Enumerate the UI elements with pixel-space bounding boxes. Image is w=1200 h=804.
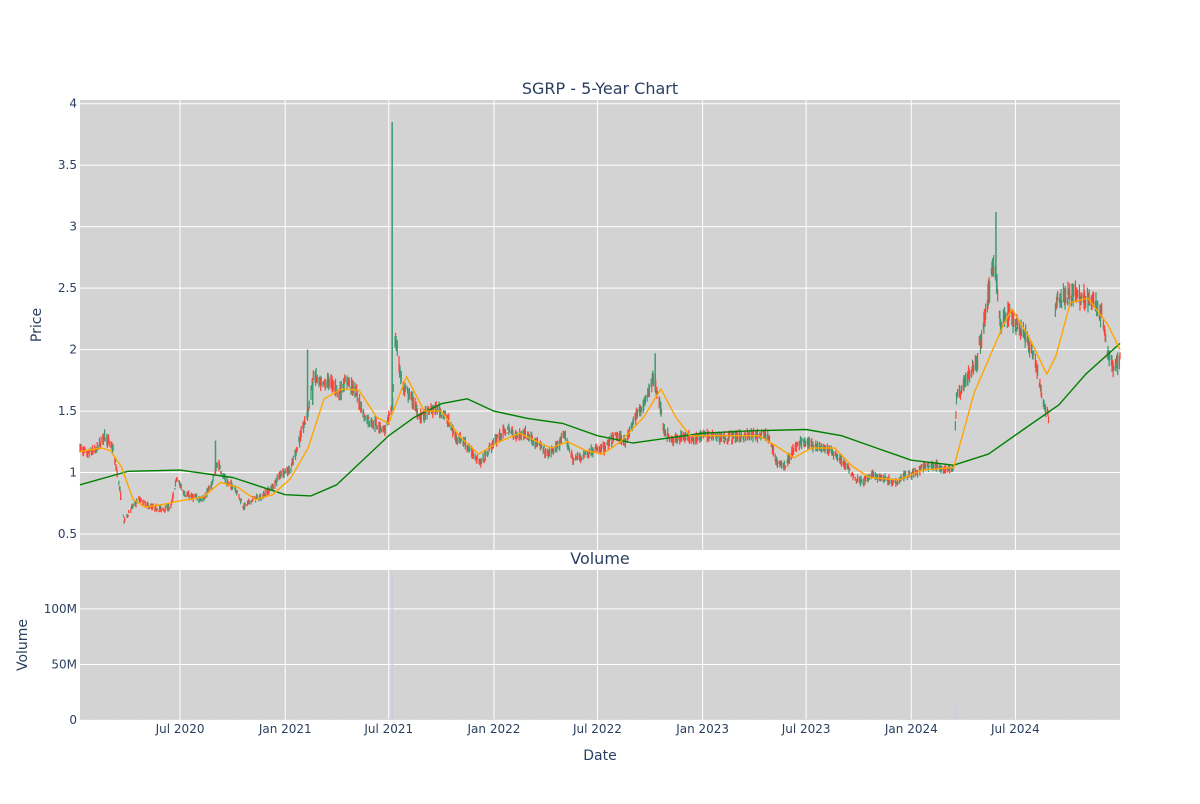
price-y-tick-label: 1 xyxy=(69,466,77,480)
volume-y-tick-label: 100M xyxy=(44,602,77,616)
ma200-line xyxy=(79,342,1121,497)
price-y-tick-label: 1.5 xyxy=(58,404,77,418)
volume-x-tick-label: Jan 2024 xyxy=(884,722,938,736)
price-grid xyxy=(80,100,1120,550)
price-candles xyxy=(79,122,1121,524)
volume-y-axis-title: Volume xyxy=(15,619,31,671)
volume-chart-title: Volume xyxy=(570,549,630,568)
price-y-tick-label: 2.5 xyxy=(58,281,77,295)
volume-x-tick-labels: Jul 2020 Jan 2021 Jul 2021 Jan 2022 Jul 2022… xyxy=(155,722,1040,736)
ma20-line xyxy=(79,297,1121,508)
volume-x-tick-label: Jul 2021 xyxy=(363,722,413,736)
volume-y-tick-label: 50M xyxy=(51,657,77,671)
price-y-tick-label: 2 xyxy=(69,343,77,357)
price-y-tick-labels: 0.5 1 1.5 2 2.5 3 3.5 4 xyxy=(58,97,77,541)
volume-x-tick-label: Jul 2022 xyxy=(572,722,622,736)
price-chart-title: SGRP - 5-Year Chart xyxy=(522,79,678,98)
price-y-tick-label: 0.5 xyxy=(58,527,77,541)
moving-average-lines xyxy=(79,297,1121,508)
volume-x-tick-label: Jan 2023 xyxy=(675,722,729,736)
volume-bars xyxy=(79,575,1120,720)
volume-x-tick-label: Jan 2021 xyxy=(258,722,312,736)
volume-plot-area xyxy=(80,570,1120,720)
x-axis-title: Date xyxy=(583,748,616,764)
price-y-tick-label: 3.5 xyxy=(58,158,77,172)
volume-y-tick-label: 0 xyxy=(69,713,77,727)
volume-y-tick-labels: 0 50M 100M xyxy=(44,602,77,727)
price-y-tick-label: 4 xyxy=(69,97,77,111)
price-y-tick-label: 3 xyxy=(69,220,77,234)
volume-x-tick-label: Jul 2023 xyxy=(781,722,831,736)
volume-x-tick-label: Jan 2022 xyxy=(467,722,521,736)
price-y-axis-title: Price xyxy=(29,308,45,342)
price-plot-area xyxy=(80,100,1120,550)
volume-x-tick-label: Jul 2020 xyxy=(155,722,205,736)
volume-x-tick-label: Jul 2024 xyxy=(990,722,1040,736)
